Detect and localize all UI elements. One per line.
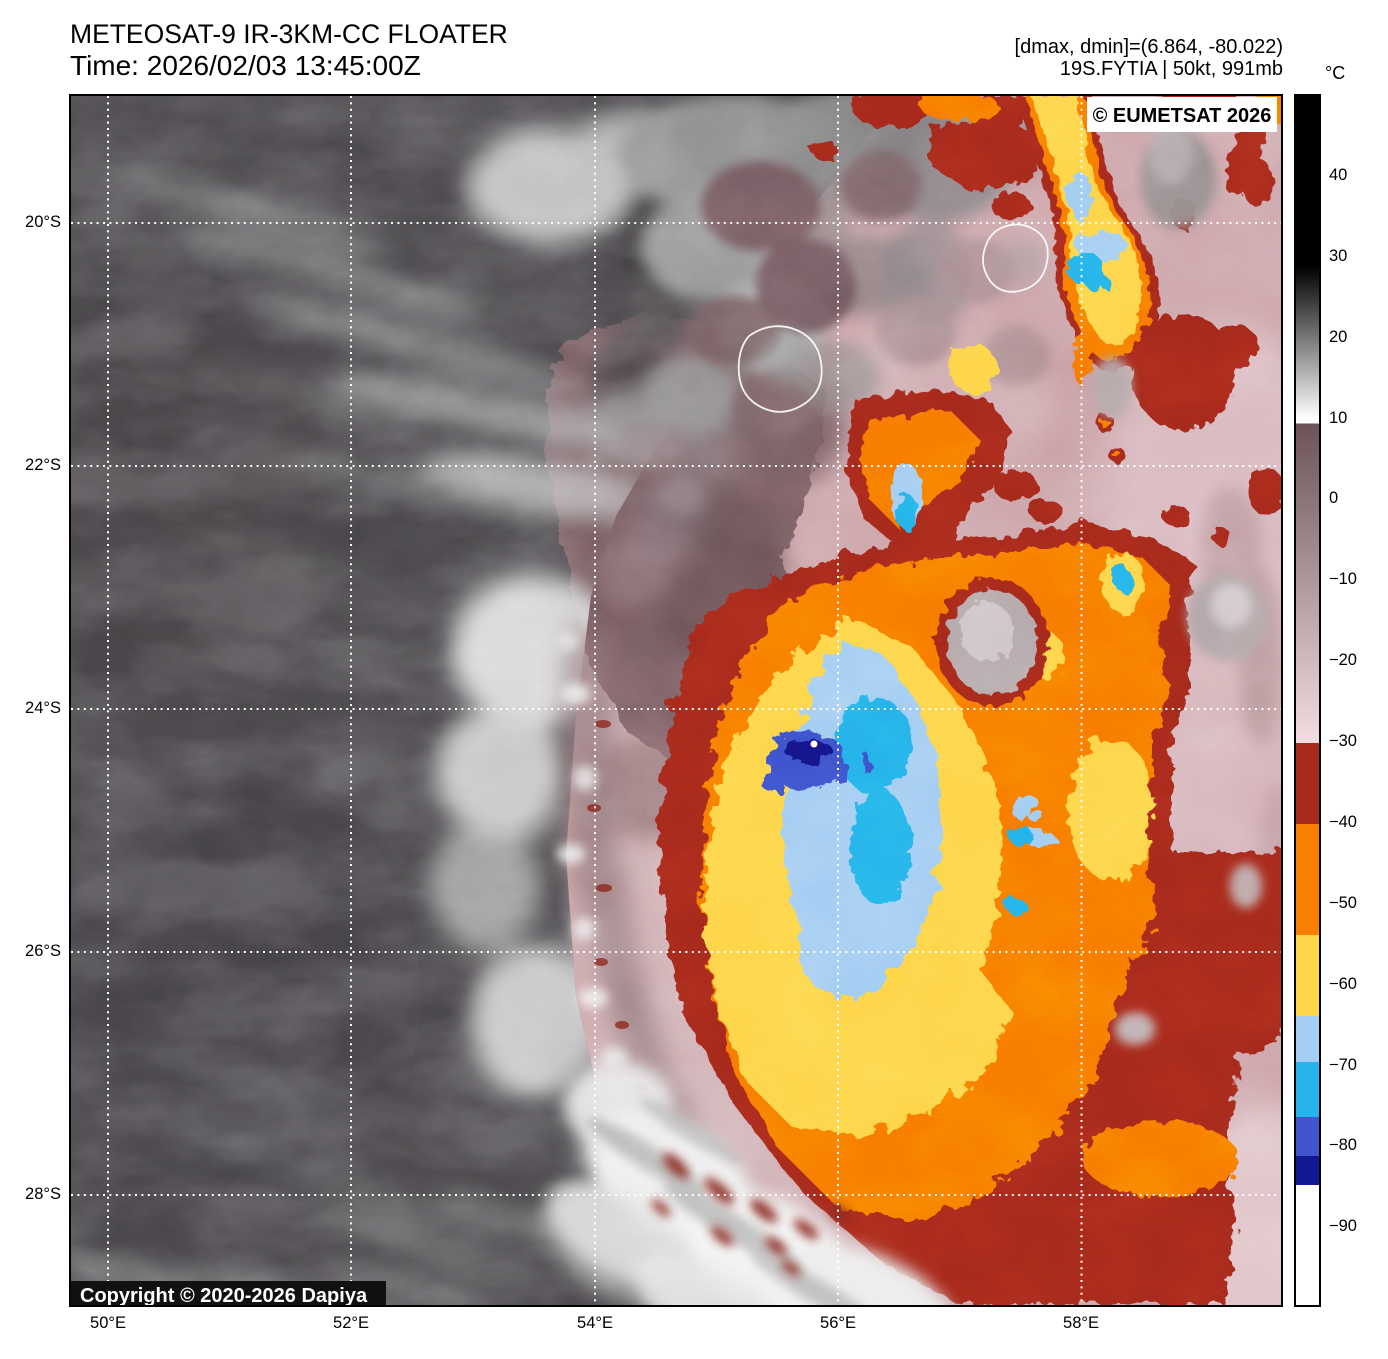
svg-text:© EUMETSAT 2026: © EUMETSAT 2026	[1093, 105, 1272, 127]
svg-text:Copyright © 2020-2026 Dapiya: Copyright © 2020-2026 Dapiya	[80, 1285, 368, 1305]
